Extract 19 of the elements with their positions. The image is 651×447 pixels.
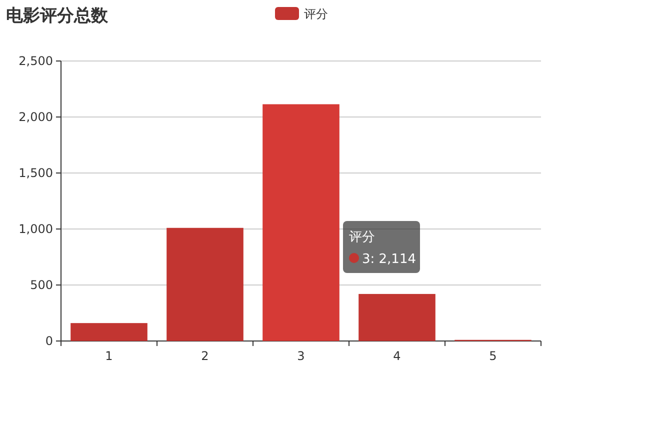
x-tick-label: 3 <box>297 349 305 363</box>
x-tick-label: 4 <box>393 349 401 363</box>
bar <box>358 294 436 341</box>
text: 评分 <box>349 230 375 245</box>
y-tick-label: 1,000 <box>18 222 53 236</box>
y-tick-label: 1,500 <box>18 166 53 180</box>
y-tick-label: 2,000 <box>18 110 53 124</box>
bar <box>166 228 244 341</box>
bar <box>262 104 340 341</box>
x-tick-label: 5 <box>489 349 497 363</box>
annotation: 3: 2,114 <box>362 252 416 267</box>
y-tick-label: 2,500 <box>18 54 53 68</box>
chart-title: 电影评分总数 <box>6 6 109 26</box>
y-tick-label: 0 <box>45 334 53 348</box>
bar <box>70 323 148 341</box>
x-tick-label: 1 <box>105 349 113 363</box>
x-tick-label: 2 <box>201 349 209 363</box>
y-tick-label: 500 <box>30 278 53 292</box>
legend-label: 评分 <box>304 7 328 21</box>
